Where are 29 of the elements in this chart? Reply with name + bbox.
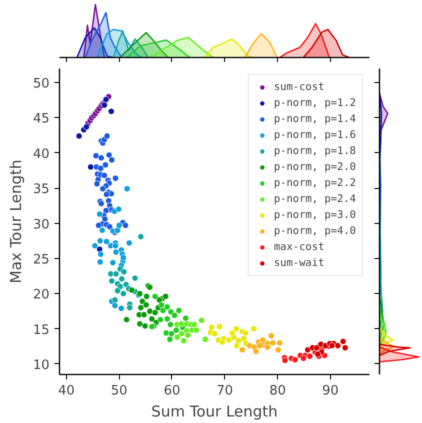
legend-label: p-norm, p=1.2 [274,97,356,109]
y-tick-label: 15 [32,322,50,338]
y-tick-label: 25 [32,252,50,268]
x-tick-label: 60 [164,384,180,398]
x-tick-label: 50 [110,384,128,398]
legend-label: p-norm, p=2.4 [274,193,356,205]
legend-label: sum-cost [274,81,324,93]
y-tick-label: 35 [32,182,50,198]
y-tick-label: 45 [32,112,50,127]
x-tick-label: 70 [216,384,234,398]
legend-label: p-norm, p=1.4 [274,113,356,125]
legend-label: p-norm, p=2.2 [274,177,356,189]
x-axis-title: Sum Tour Length [151,402,278,420]
legend-label: max-cost [274,241,324,253]
y-axis-title: Max Tour Length [6,160,25,284]
y-tick-label: 10 [32,358,50,373]
legend-label: p-norm, p=4.0 [274,225,356,237]
legend-label: p-norm, p=1.8 [274,145,356,157]
legend-label: p-norm, p=2.0 [274,161,356,173]
y-tick-label: 50 [32,76,50,92]
x-tick-label: 80 [269,384,286,398]
y-tick-label: 20 [32,288,50,303]
y-tick-label: 30 [32,217,50,232]
x-tick-label: 40 [58,384,75,398]
x-tick-label: 90 [322,384,339,398]
y-tick-label: 40 [32,146,50,162]
legend-label: p-norm, p=3.0 [274,209,356,221]
legend-label: sum-wait [274,257,324,269]
legend-label: p-norm, p=1.6 [274,129,356,141]
